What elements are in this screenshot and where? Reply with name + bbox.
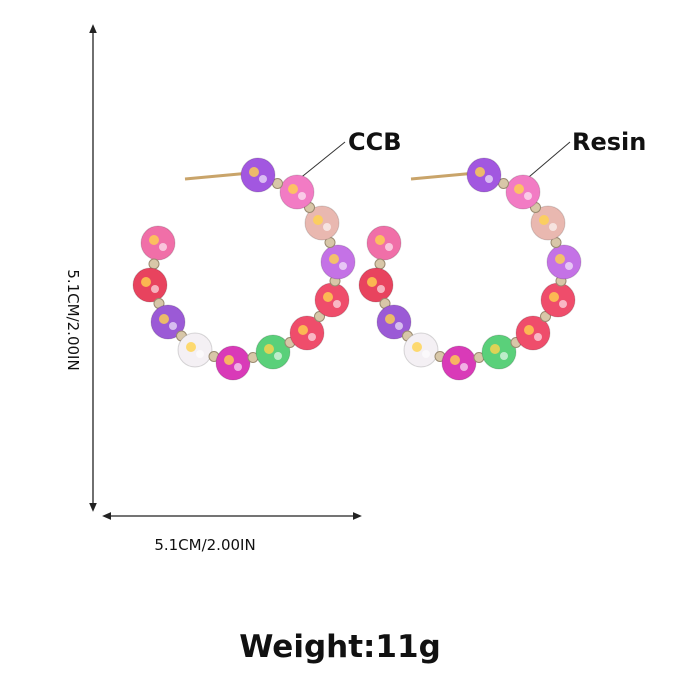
bead-pattern (323, 223, 331, 231)
bead-pattern (450, 355, 460, 365)
earrings (132, 157, 582, 381)
bead-pattern (422, 350, 430, 358)
bead-pattern (249, 167, 259, 177)
bead-pattern (323, 292, 333, 302)
ear-post (184, 171, 251, 181)
bead-pattern (224, 355, 234, 365)
bead-pattern (308, 333, 316, 341)
material-label: Resin (572, 128, 646, 156)
bead-pattern (313, 215, 323, 225)
bead-pattern (333, 300, 341, 308)
width-label: 5.1CM/2.00IN (154, 536, 255, 554)
bead-pattern (565, 262, 573, 270)
bead-pattern (259, 175, 267, 183)
spacer (148, 258, 160, 270)
bead-pattern (339, 262, 347, 270)
bead-pattern (149, 235, 159, 245)
weight-label: Weight:11g (239, 629, 441, 665)
bead-pattern (298, 325, 308, 335)
bead-pattern (539, 215, 549, 225)
height-label: 5.1CM/2.00IN (64, 269, 82, 370)
bead-pattern (559, 300, 567, 308)
bead-pattern (524, 192, 532, 200)
bead-pattern (159, 243, 167, 251)
bead-pattern (274, 352, 282, 360)
bead-pattern (375, 235, 385, 245)
bead-pattern (395, 322, 403, 330)
bead-pattern (196, 350, 204, 358)
bead-pattern (234, 363, 242, 371)
bead-pattern (490, 344, 500, 354)
bead-pattern (514, 184, 524, 194)
bead-pattern (377, 285, 385, 293)
bead-pattern (500, 352, 508, 360)
bead-pattern (534, 333, 542, 341)
bead-pattern (367, 277, 377, 287)
spacer (374, 258, 386, 270)
bead-pattern (485, 175, 493, 183)
bead-pattern (288, 184, 298, 194)
material-label: CCB (348, 128, 402, 156)
bead-pattern (412, 342, 422, 352)
bead-pattern (298, 192, 306, 200)
bead-pattern (475, 167, 485, 177)
bead-pattern (549, 292, 559, 302)
bead-pattern (460, 363, 468, 371)
bead-pattern (524, 325, 534, 335)
bead-pattern (549, 223, 557, 231)
bead-pattern (385, 314, 395, 324)
bead-pattern (151, 285, 159, 293)
bead-pattern (186, 342, 196, 352)
ear-post (410, 171, 477, 181)
bead-pattern (169, 322, 177, 330)
bead-pattern (329, 254, 339, 264)
bead-pattern (264, 344, 274, 354)
bead-pattern (159, 314, 169, 324)
bead-pattern (555, 254, 565, 264)
bead-pattern (141, 277, 151, 287)
bead-pattern (385, 243, 393, 251)
